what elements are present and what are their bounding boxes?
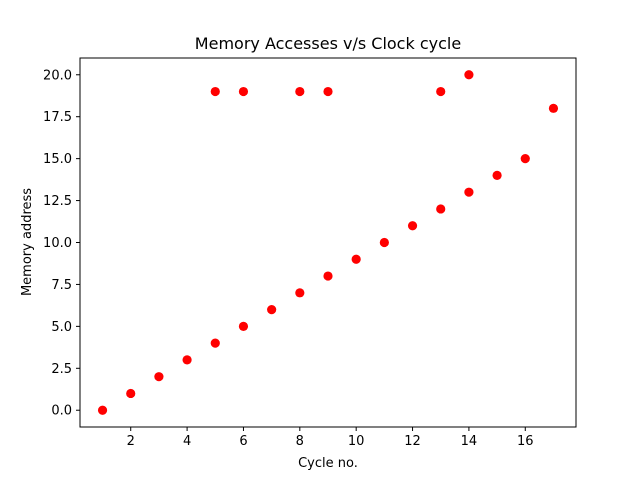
data-point — [97, 405, 108, 415]
x-axis-label: Cycle no. — [298, 456, 358, 471]
y-tick-label: 0.0 — [51, 404, 72, 419]
data-point — [436, 204, 446, 214]
plot-area: 2 4 6 8 10 12 14 16 0.0 2.5 5.0 7.5 10.0 12.5 15.0 17.5… — [43, 57, 577, 449]
data-point — [379, 237, 389, 248]
y-tick-label: 12.5 — [43, 194, 72, 209]
data-point — [464, 187, 474, 197]
x-tick-label: 14 — [461, 434, 478, 449]
data-point — [520, 154, 530, 164]
x-tick-label: 8 — [296, 434, 304, 449]
y-tick-label: 7.5 — [51, 278, 72, 293]
data-point — [210, 338, 220, 348]
data-point — [154, 372, 164, 382]
y-tick-label: 17.5 — [43, 110, 72, 125]
y-tick-label: 10.0 — [43, 236, 72, 251]
x-tick-label: 6 — [239, 434, 247, 449]
data-point — [351, 254, 361, 264]
y-axis-label: Memory address — [20, 188, 35, 296]
x-tick-label: 10 — [348, 434, 365, 449]
x-tick-label: 2 — [127, 434, 135, 449]
y-tick-label: 20.0 — [43, 68, 72, 83]
x-tick-label: 4 — [183, 434, 191, 449]
data-point — [436, 86, 446, 97]
data-point — [126, 388, 136, 399]
data-point — [267, 304, 277, 315]
data-point — [548, 103, 559, 113]
data-point — [295, 86, 305, 97]
data-point — [210, 86, 220, 97]
data-point — [323, 86, 333, 97]
data-point — [238, 321, 249, 331]
data-point — [492, 170, 502, 181]
y-tick-label: 5.0 — [51, 320, 72, 335]
data-point — [464, 70, 474, 80]
data-point — [238, 86, 249, 97]
x-tick-label: 16 — [517, 434, 534, 449]
data-point — [295, 288, 305, 298]
x-tick-label: 12 — [404, 434, 421, 449]
chart-title: Memory Accesses v/s Clock cycle — [195, 34, 461, 53]
data-point — [323, 271, 333, 281]
y-tick-label: 15.0 — [43, 152, 72, 167]
data-point — [182, 355, 192, 365]
y-tick-label: 2.5 — [51, 362, 72, 377]
data-point — [407, 221, 418, 231]
